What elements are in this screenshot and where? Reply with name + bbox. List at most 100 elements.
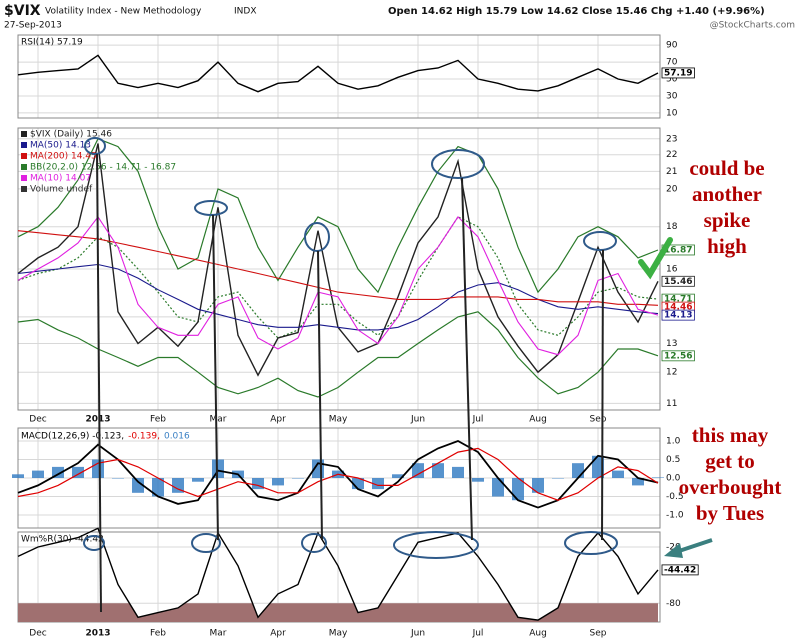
last-value-label: 12.56	[664, 351, 692, 361]
bb-lower	[17, 311, 659, 398]
panel-border	[17, 34, 661, 119]
x-tick-label: Dec	[29, 415, 46, 425]
panel-title: Wm%R(30) -44.42	[21, 535, 104, 545]
y-tick-label: 12	[666, 368, 677, 378]
last-value-label: -44.42	[664, 565, 696, 575]
highlights	[83, 137, 618, 559]
annotation-line: spike	[704, 208, 751, 232]
last-value-label: 14.13	[664, 311, 692, 321]
histogram-bar	[532, 478, 544, 493]
exchange: INDX	[234, 7, 256, 17]
annotation-line: high	[707, 234, 747, 258]
histogram-bar	[452, 466, 464, 478]
annotation-line: by Tues	[696, 501, 764, 525]
x-tick-label: May	[329, 415, 348, 425]
drawn-line	[96, 153, 102, 613]
histogram-bar	[592, 455, 604, 478]
x-tick-label: May	[329, 629, 348, 639]
panel: 10 30 50 70 90 RSI(14) 57.19 57.19	[17, 34, 695, 119]
histogram-bar	[372, 478, 384, 490]
histogram-bar	[412, 463, 424, 478]
histogram-bar	[632, 478, 644, 486]
histogram-bar	[292, 478, 304, 479]
panel-frame	[18, 35, 660, 118]
ellipse	[84, 137, 106, 155]
y-tick-label: 21	[666, 167, 677, 177]
histogram-bar	[132, 478, 144, 493]
drawn-lines	[96, 153, 604, 613]
x-tick-label: Sep	[590, 415, 607, 425]
x-tick-label: Dec	[29, 629, 46, 639]
panel-border	[17, 127, 661, 411]
y-tick-label: 16	[666, 264, 678, 274]
x-tick-label: Feb	[150, 415, 166, 425]
last-value-box	[661, 350, 695, 362]
legend-label: MA(200) 14.45	[30, 152, 97, 162]
series-line	[17, 447, 659, 501]
x-tick-label: Mar	[210, 415, 227, 425]
x-tick-label: Apr	[270, 415, 286, 425]
annotation-line: another	[692, 182, 762, 206]
histogram-bar	[252, 478, 264, 490]
ellipse	[304, 222, 330, 252]
series-line	[17, 527, 659, 621]
y-tick-label: 22	[666, 150, 677, 160]
annotation-line: this may	[692, 423, 769, 447]
histogram-bar	[432, 463, 444, 478]
x-tick-label: Jul	[472, 415, 484, 425]
date: 27-Sep-2013	[4, 21, 62, 31]
y-tick-label: 50	[666, 75, 678, 85]
last-value-label: 15.46	[664, 277, 692, 287]
y-tick-label: -0.5	[666, 492, 684, 502]
histogram-bar	[12, 474, 24, 478]
last-value-box	[661, 564, 699, 576]
y-tick-label: 11	[666, 399, 677, 409]
histogram-bar	[152, 478, 164, 497]
x-tick-label: Mar	[210, 629, 227, 639]
last-value-box	[661, 67, 695, 79]
y-tick-label: 0.5	[666, 455, 680, 465]
y-tick-label: 13	[666, 339, 677, 349]
annotation-line: get to	[705, 449, 755, 473]
y-tick-label: 23	[666, 134, 677, 144]
y-tick-label: 10	[666, 108, 678, 118]
x-tick-label: Sep	[590, 629, 607, 639]
y-tick-label: 90	[666, 41, 678, 51]
x-tick-label: Aug	[529, 629, 547, 639]
y-tick-label: 70	[666, 58, 678, 68]
legend-label: 0.016	[164, 432, 190, 442]
panel: 1.0 0.5 0.0 -0.5 -1.0 MACD(12,26,9) -0.123, -0…	[12, 427, 684, 529]
legend-swatch	[21, 131, 27, 137]
y-tick-label: 1.0	[666, 436, 681, 446]
histogram-bar	[492, 478, 504, 497]
y-tick-label: -20	[666, 543, 681, 553]
series-line	[17, 263, 659, 331]
legend-label: MACD(12,26,9) -0.123,	[21, 432, 124, 442]
histogram-bar	[512, 478, 524, 501]
quote: Open 14.62 High 15.79 Low 14.62 Close 15…	[388, 6, 765, 17]
histogram-bar	[32, 470, 44, 478]
last-value-label: 16.87	[664, 245, 692, 255]
last-value-label: 14.46	[664, 303, 692, 313]
arrow	[664, 538, 713, 558]
series-line	[17, 215, 659, 356]
bb-middle	[17, 216, 659, 339]
arrow-shaft	[675, 538, 713, 554]
x-tick-label: 2013	[85, 415, 110, 425]
legend-label: Volume undef	[30, 185, 93, 195]
series-line	[17, 230, 659, 306]
histogram-bar	[272, 478, 284, 486]
annotation-line: overbought	[679, 475, 782, 499]
last-value-box	[661, 309, 695, 321]
ellipse	[393, 531, 479, 559]
index-name: Volatility Index - New Methodology	[45, 7, 202, 17]
check-mark	[638, 237, 673, 280]
histogram-bar	[192, 478, 204, 482]
ellipse	[431, 149, 485, 179]
last-value-label: 57.19	[664, 68, 692, 78]
arrow-head	[664, 543, 683, 558]
histogram-bar	[572, 463, 584, 478]
histogram-bar	[172, 478, 184, 493]
